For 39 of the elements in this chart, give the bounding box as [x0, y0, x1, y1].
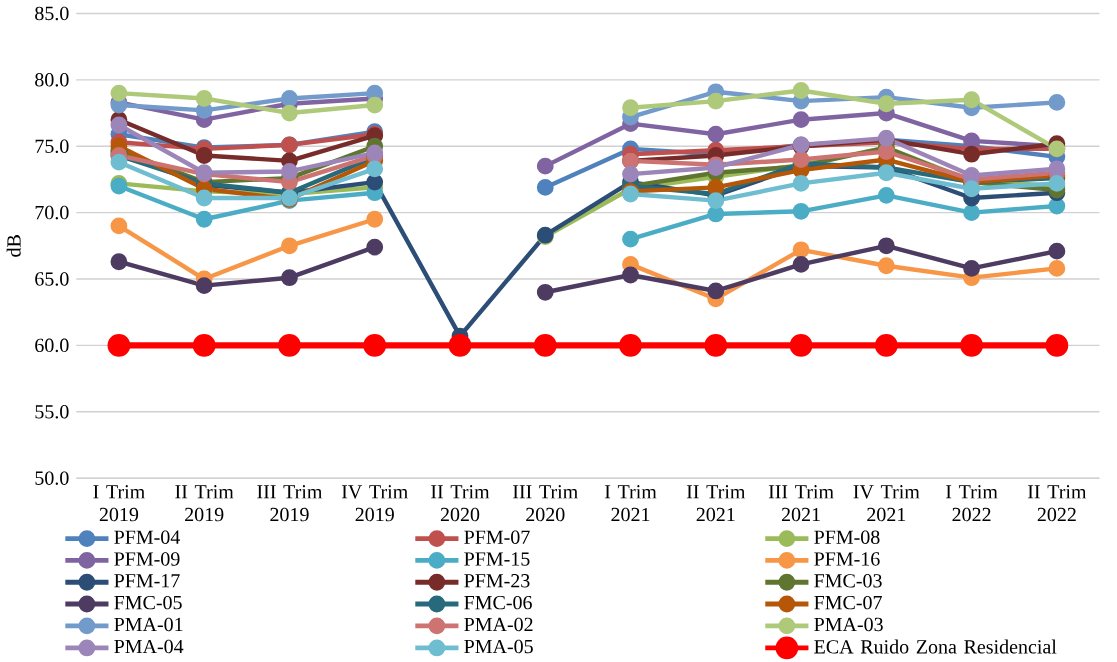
y-tick-label: 80.0: [35, 73, 69, 87]
x-tick-label: II Trim 2019: [175, 485, 234, 522]
y-tick-label: 55.0: [35, 405, 69, 419]
x-tick-label: III Trim 2021: [768, 485, 834, 522]
y-tick-label: 75.0: [35, 139, 69, 154]
x-tick-label: I Trim 2022: [946, 485, 998, 522]
x-tick-label: I Trim 2019: [93, 485, 145, 522]
x-tick-label: III Trim 2020: [513, 485, 578, 522]
x-tick-label: II Trim 2022: [1027, 485, 1087, 522]
legend-label: PFM-04: [114, 530, 180, 544]
x-tick-label: IV Trim 2019: [341, 485, 408, 522]
y-axis-title: dB: [6, 235, 21, 257]
legend-label: PFM-15: [464, 552, 530, 566]
x-tick-label: II Trim 2020: [431, 485, 490, 522]
legend-label: PFM-09: [114, 552, 180, 566]
legend-label: PFM-07: [464, 530, 530, 544]
legend-label: FMC-03: [814, 574, 882, 588]
legend-label: PMA-02: [464, 617, 533, 632]
legend-label: PFM-08: [814, 530, 880, 544]
legend-label: PFM-16: [814, 552, 880, 566]
legend-label: FMC-07: [814, 595, 882, 610]
legend-label: PMA-04: [114, 639, 184, 654]
legend-label: PMA-03: [814, 617, 883, 632]
x-tick-label: II Trim 2021: [686, 485, 746, 522]
x-tick-label: I Trim 2021: [604, 485, 657, 522]
legend-label: PMA-05: [464, 639, 533, 654]
y-tick-label: 85.0: [35, 6, 69, 21]
legend-label: ECA Ruido Zona Residencial: [814, 639, 1057, 654]
legend-label: PMA-01: [114, 617, 183, 632]
legend-label: FMC-06: [464, 595, 532, 610]
x-tick-label: IV Trim 2021: [853, 485, 920, 522]
legend-label: FMC-05: [114, 595, 182, 610]
y-tick-label: 70.0: [35, 205, 69, 220]
y-tick-label: 50.0: [35, 471, 69, 486]
y-tick-label: 65.0: [35, 272, 69, 286]
legend-label: PFM-23: [464, 574, 530, 588]
legend-label: PFM-17: [114, 574, 180, 588]
x-tick-label: III Trim 2019: [257, 485, 323, 522]
y-tick-label: 60.0: [35, 338, 69, 353]
